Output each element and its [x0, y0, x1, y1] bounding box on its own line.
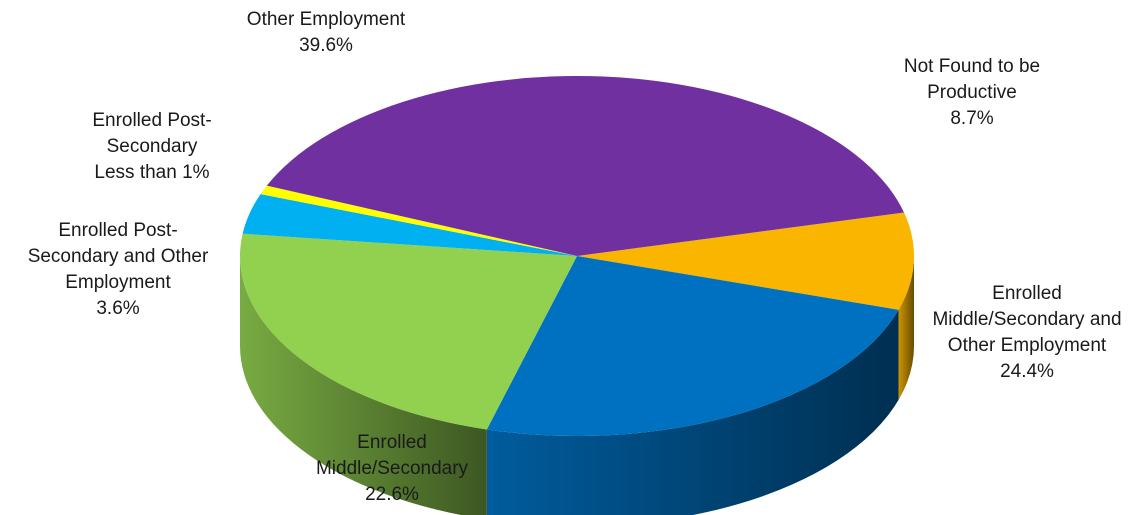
pie-slice-2: [239, 233, 578, 430]
pie-side-0: [898, 256, 914, 400]
pie-slices: [239, 75, 914, 437]
slice-label-5: Other Employment 39.6%: [247, 9, 406, 56]
pie-side-2: [240, 256, 487, 515]
pie-labels: Not Found to be Productive 8.7% Enrolled Mid…: [28, 9, 1122, 505]
pie-slice-3: [242, 194, 578, 256]
pie-slice-0: [577, 212, 914, 310]
slice-label-4: Enrolled Post-Secondary Less than 1%: [92, 110, 211, 183]
pie-slice-5: [266, 75, 904, 256]
pie-slice-1: [486, 256, 899, 437]
pie-sides: [240, 256, 914, 515]
slice-label-1: Enrolled Middle/Secondary and Other Employ…: [932, 283, 1121, 382]
slice-label-0: Not Found to be Productive 8.7%: [904, 56, 1040, 129]
pie-slice-4: [260, 185, 577, 256]
slice-label-2: Enrolled Middle/Secondary 22.6%: [316, 432, 469, 505]
slice-label-3: Enrolled Post-Secondary and Other Employm…: [28, 220, 209, 319]
pie-side-1: [486, 309, 899, 515]
